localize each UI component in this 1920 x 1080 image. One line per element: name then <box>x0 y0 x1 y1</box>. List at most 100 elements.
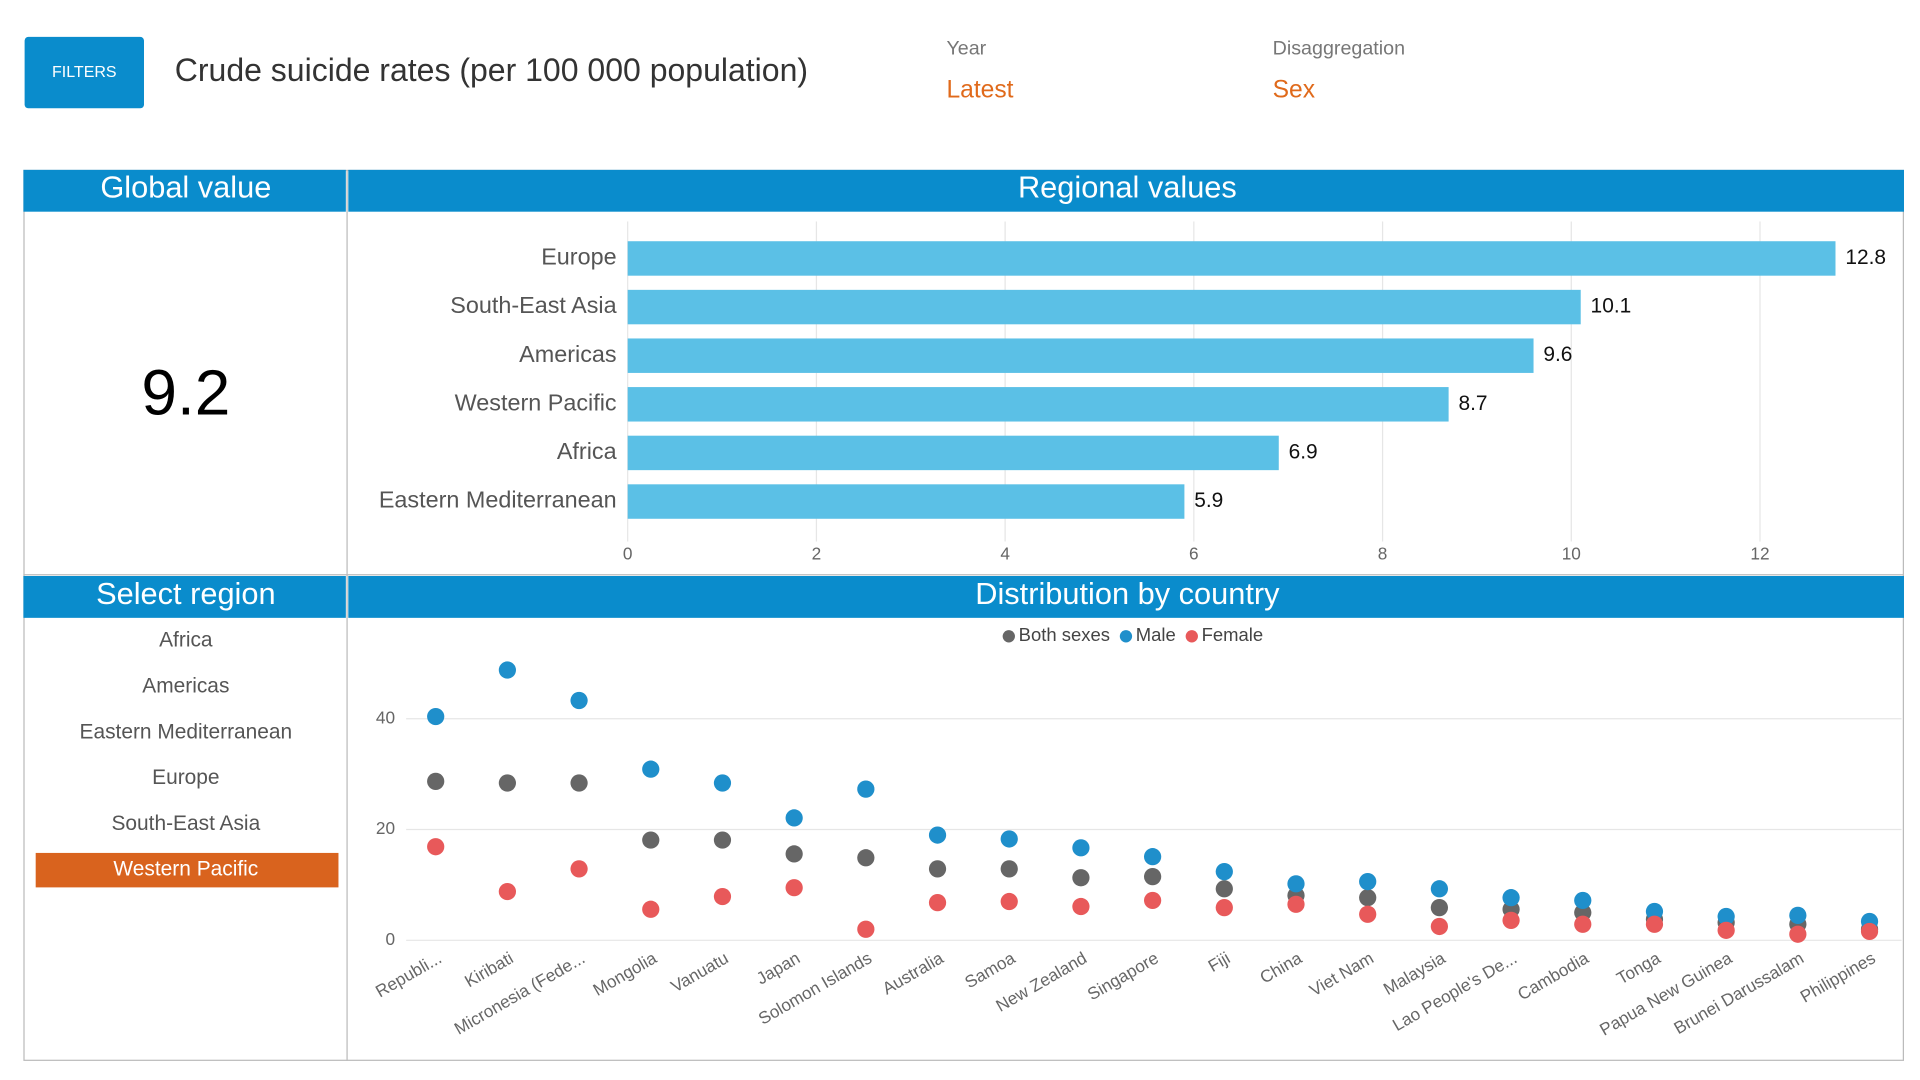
point <box>1072 897 1090 916</box>
point <box>785 809 803 827</box>
legend-marker[interactable] <box>1002 630 1015 643</box>
point <box>642 760 660 778</box>
x-tick-label: Brunei Darussalam <box>1670 948 1807 1039</box>
point <box>1430 917 1448 936</box>
point <box>1144 868 1162 886</box>
filters-button[interactable] <box>24 36 144 109</box>
y-tick-label: Africa <box>557 438 617 464</box>
panel-header <box>348 169 1905 212</box>
point <box>1645 902 1664 921</box>
point <box>1287 875 1305 893</box>
point <box>498 661 516 679</box>
x-tick-label: 6 <box>1189 544 1199 564</box>
x-tick-label: Mongolia <box>589 947 660 999</box>
point <box>1717 907 1735 926</box>
bar <box>627 338 1534 373</box>
content: Africa Americas Eastern Mediterranean Europ… <box>35 221 1902 1040</box>
point <box>857 920 875 938</box>
x-tick-label: 8 <box>1378 544 1388 564</box>
x-tick-label: 0 <box>623 544 633 564</box>
x-tick-label: Tonga <box>1613 947 1664 988</box>
x-tick-label: Kiribati <box>461 948 517 992</box>
point <box>1072 869 1090 887</box>
point <box>570 774 588 792</box>
filter-value[interactable]: Latest <box>946 77 1013 104</box>
point <box>713 774 732 792</box>
point <box>427 838 445 856</box>
point <box>1072 839 1090 857</box>
filter-label: Disaggregation <box>1273 37 1405 59</box>
point <box>1144 891 1162 910</box>
legend-label[interactable]: Both sexes <box>1019 624 1110 645</box>
point <box>1789 906 1807 924</box>
point <box>1359 905 1377 923</box>
global-value: 9.2 <box>141 356 230 428</box>
point <box>1215 899 1233 917</box>
point <box>498 882 516 901</box>
legend-marker[interactable] <box>1185 630 1198 643</box>
y-tick-label: Eastern Mediterranean <box>379 487 617 513</box>
point <box>570 691 588 710</box>
x-tick-label: Papua New Guinea <box>1596 947 1736 1039</box>
point <box>1860 922 1879 941</box>
filter-value[interactable]: Sex <box>1273 77 1316 104</box>
value-label: 12.8 <box>1845 246 1886 269</box>
region-item[interactable]: Western Pacific <box>113 858 258 881</box>
point <box>1144 848 1162 866</box>
region-item[interactable]: South-East Asia <box>111 812 260 835</box>
x-tick-label: Cambodia <box>1514 947 1592 1004</box>
point <box>498 774 516 792</box>
y-tick-label: Western Pacific <box>455 389 617 415</box>
x-tick-label: Philippines <box>1797 948 1879 1007</box>
point <box>1000 892 1018 911</box>
point <box>1215 863 1233 881</box>
region-item[interactable]: Africa <box>159 629 213 652</box>
panel-header <box>23 169 346 212</box>
point <box>1717 921 1735 939</box>
selected-region[interactable] <box>35 852 339 888</box>
x-tick-label: Viet Nam <box>1306 948 1377 1001</box>
y-tick-label: 20 <box>376 818 395 838</box>
legend-label[interactable]: Female <box>1202 624 1264 645</box>
legend-label[interactable]: Male <box>1136 624 1176 645</box>
legend-marker[interactable] <box>1119 630 1133 643</box>
point <box>1000 830 1018 848</box>
y-tick-label: Americas <box>519 341 616 367</box>
x-tick-label: Vanuatu <box>667 948 731 997</box>
y-tick-label: South-East Asia <box>450 292 616 318</box>
value-label: 10.1 <box>1591 295 1632 318</box>
panel-title: Regional values <box>1018 170 1237 205</box>
panel-title: Distribution by country <box>975 576 1280 611</box>
point <box>1574 891 1592 910</box>
point <box>1000 860 1018 878</box>
value-label: 9.6 <box>1543 343 1572 366</box>
point <box>1359 889 1377 907</box>
point <box>928 826 947 844</box>
point <box>785 879 803 897</box>
y-tick-label: 0 <box>385 929 395 949</box>
region-item[interactable]: Eastern Mediterranean <box>80 720 293 743</box>
point <box>1359 872 1377 891</box>
x-tick-label: Lao People's De... <box>1389 948 1520 1035</box>
x-tick-label: Micronesia (Fede... <box>451 948 589 1039</box>
point <box>857 780 875 798</box>
point <box>785 845 803 863</box>
x-tick-label: Republi... <box>372 948 445 1002</box>
x-tick-label: 12 <box>1750 544 1769 564</box>
x-tick-label: 10 <box>1562 544 1581 564</box>
point <box>713 831 732 849</box>
region-item[interactable]: Europe <box>152 766 219 789</box>
filters-button-label[interactable]: FILTERS <box>52 64 117 81</box>
panel-title: Global value <box>100 170 271 205</box>
point <box>1502 911 1520 929</box>
panel-title: Select region <box>96 576 275 611</box>
point <box>1430 899 1448 917</box>
value-label: 8.7 <box>1458 392 1487 415</box>
point <box>928 894 947 912</box>
point <box>1287 895 1305 913</box>
x-tick-label: China <box>1256 947 1305 987</box>
region-item[interactable]: Americas <box>142 675 229 698</box>
point <box>1215 880 1233 898</box>
